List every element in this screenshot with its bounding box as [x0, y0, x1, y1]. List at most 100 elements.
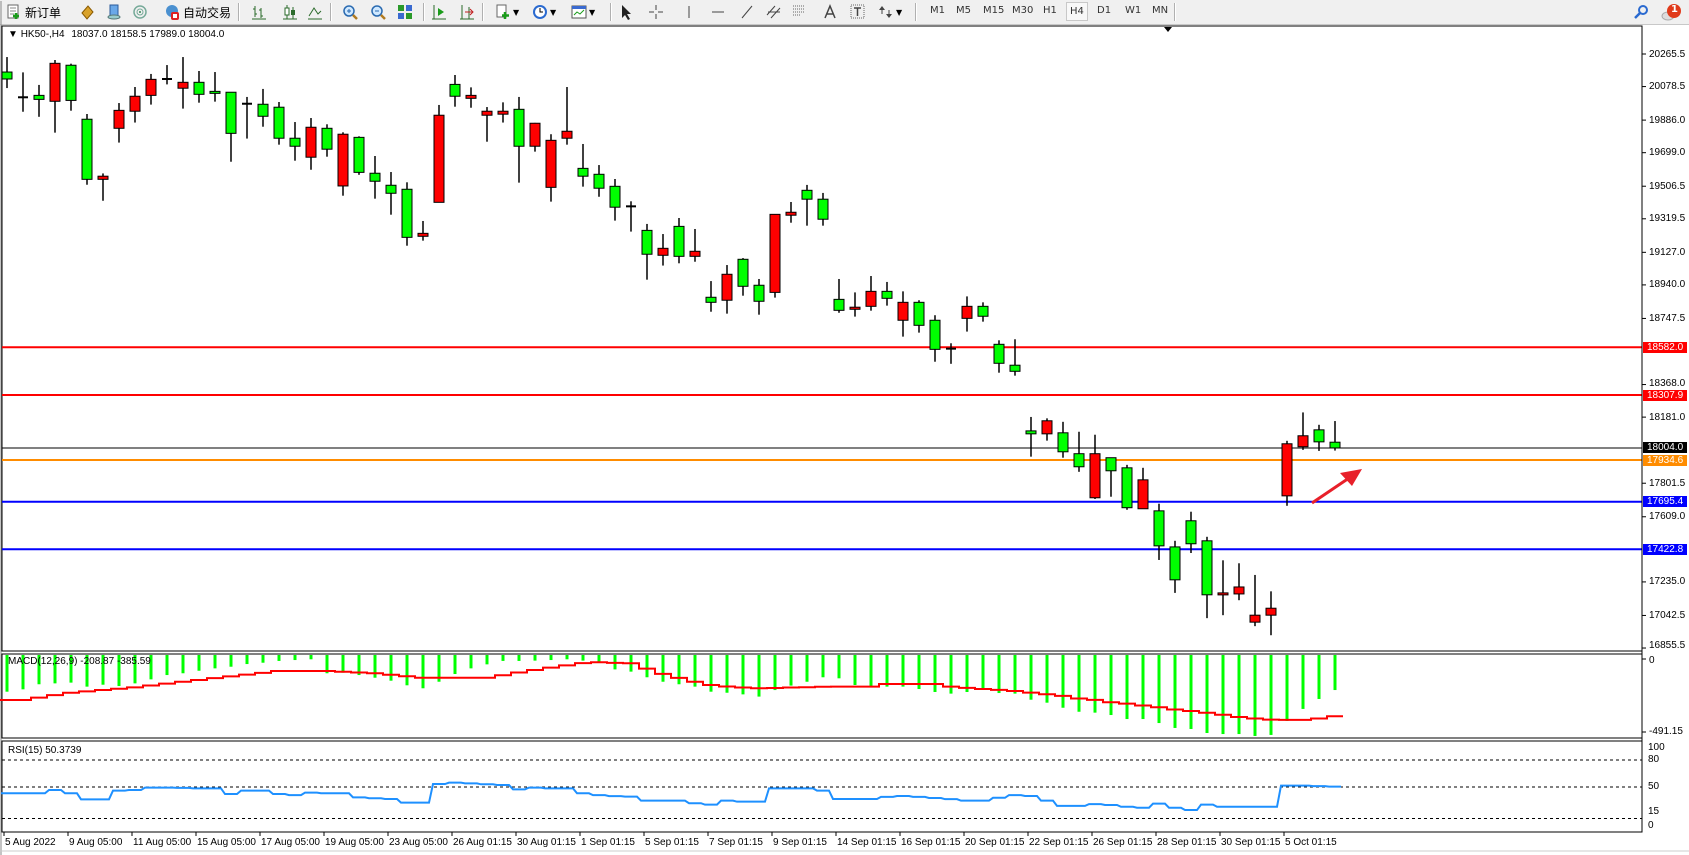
candle — [641, 223, 653, 280]
candle — [305, 118, 317, 170]
fibonacci-icon — [792, 4, 808, 20]
timeframe-d1[interactable]: D1 — [1097, 5, 1112, 16]
candle-body — [177, 81, 189, 89]
equidistant-channel-button[interactable] — [766, 3, 782, 21]
timeframe-m5[interactable]: M5 — [956, 5, 971, 16]
macd-histogram-bar — [597, 655, 601, 663]
candle — [81, 114, 93, 185]
search-button[interactable] — [1633, 3, 1649, 21]
candle-body — [817, 198, 829, 220]
equidistant-channel-icon — [766, 4, 782, 20]
bar-chart-button[interactable] — [251, 3, 267, 21]
dropdown-arrow-icon[interactable]: ▼ — [550, 7, 557, 17]
dropdown-arrow-icon[interactable]: ▼ — [513, 7, 520, 17]
macd-histogram-bar — [949, 655, 953, 694]
price-axis-label: 17801.5 — [1649, 477, 1686, 489]
candlestick-button[interactable] — [282, 3, 298, 21]
candle-body — [305, 126, 317, 158]
macd-histogram-bar — [741, 655, 745, 695]
candle-body — [33, 94, 45, 100]
auto-trading-button[interactable]: 自动交易 — [164, 3, 231, 21]
dropdown-arrow-icon[interactable]: ▼ — [589, 7, 596, 17]
signals-button[interactable] — [132, 3, 148, 21]
timeframe-m15[interactable]: M15 — [983, 5, 1005, 16]
price-axis-label: 19506.5 — [1649, 180, 1686, 192]
candle-body — [561, 130, 573, 139]
collapse-triangle-icon[interactable]: ▼ — [8, 29, 18, 40]
rsi-axis-label: 80 — [1648, 754, 1660, 765]
level-price-tag: 18004.0 — [1643, 442, 1687, 454]
candle — [1249, 574, 1261, 627]
candle-body — [657, 247, 669, 256]
candle — [1185, 511, 1197, 553]
indicators-button[interactable]: ▼ — [495, 3, 519, 21]
timeframe-m30[interactable]: M30 — [1012, 5, 1034, 16]
macd-histogram-bar — [1141, 655, 1145, 720]
templates-button[interactable]: ▼ — [571, 3, 595, 21]
chart-shift-button[interactable] — [459, 3, 475, 21]
vertical-line-button[interactable] — [681, 3, 697, 21]
timeframe-mn[interactable]: MN — [1152, 5, 1169, 16]
macd-histogram-bar — [245, 655, 249, 665]
data-window-button[interactable] — [106, 3, 122, 21]
candle — [401, 182, 413, 246]
timeframe-h1[interactable]: H1 — [1043, 5, 1057, 16]
text-button[interactable] — [822, 3, 838, 21]
candle — [946, 343, 956, 364]
macd-axis-label: 0 — [1649, 655, 1655, 666]
macd-histogram-bar — [53, 655, 57, 684]
periods-icon — [532, 4, 548, 20]
new-order-button[interactable]: 新订单 — [6, 3, 61, 21]
candle — [417, 220, 429, 241]
candle — [817, 192, 829, 226]
candle — [577, 143, 589, 187]
macd-histogram-bar — [997, 655, 1001, 694]
toolbar: 新订单 自动交易 ▼ ▼ ▼ ▼ M1 M5 M15 M30 H1 H4 D1 W1 MN 1 — [0, 0, 1689, 25]
timeframe-m1[interactable]: M1 — [930, 5, 945, 16]
candle — [769, 213, 781, 298]
dropdown-arrow-icon[interactable]: ▼ — [896, 7, 903, 17]
candle — [321, 124, 333, 157]
candle — [1329, 421, 1341, 451]
price-axis-label: 18368.0 — [1649, 377, 1686, 389]
candle — [1057, 421, 1069, 458]
time-axis-label: 9 Sep 01:15 — [773, 837, 827, 848]
arrows-button[interactable]: ▼ — [878, 3, 902, 21]
cursor-button[interactable] — [618, 3, 634, 21]
auto-scroll-button[interactable] — [431, 3, 447, 21]
time-axis-label: 11 Aug 05:00 — [133, 837, 192, 848]
fibonacci-button[interactable] — [792, 3, 808, 21]
bar-chart-icon — [251, 4, 267, 20]
candle — [18, 72, 28, 112]
candle — [705, 281, 717, 312]
macd-histogram-bar — [501, 655, 505, 661]
candle — [1073, 431, 1085, 472]
candle — [1009, 339, 1021, 376]
periods-button[interactable]: ▼ — [532, 3, 556, 21]
candle — [626, 201, 636, 232]
horizontal-line-button[interactable] — [710, 3, 726, 21]
price-axis-label: 18940.0 — [1649, 279, 1686, 291]
notification-button[interactable]: 1 — [1660, 3, 1682, 21]
timeframe-w1[interactable]: W1 — [1125, 5, 1142, 16]
macd-histogram-bar — [757, 655, 761, 697]
text-label-button[interactable] — [850, 3, 866, 21]
line-chart-button[interactable] — [307, 3, 323, 21]
candle — [145, 73, 157, 105]
candle — [785, 201, 797, 223]
time-axis-label: 7 Sep 01:15 — [709, 837, 763, 848]
tile-windows-button[interactable] — [397, 3, 413, 21]
macd-histogram-bar — [389, 655, 393, 681]
crosshair-button[interactable] — [648, 3, 664, 21]
zoom-out-button[interactable] — [370, 3, 386, 21]
timeframe-h4[interactable]: H4 — [1066, 2, 1088, 21]
market-watch-button[interactable] — [79, 3, 95, 21]
candle — [49, 60, 61, 133]
candle — [673, 218, 685, 264]
time-axis-label: 30 Sep 01:15 — [1221, 837, 1281, 848]
zoom-in-button[interactable] — [342, 3, 358, 21]
candle — [1025, 416, 1037, 457]
price-axis-label: 19127.0 — [1649, 246, 1686, 258]
trendline-button[interactable] — [739, 3, 755, 21]
